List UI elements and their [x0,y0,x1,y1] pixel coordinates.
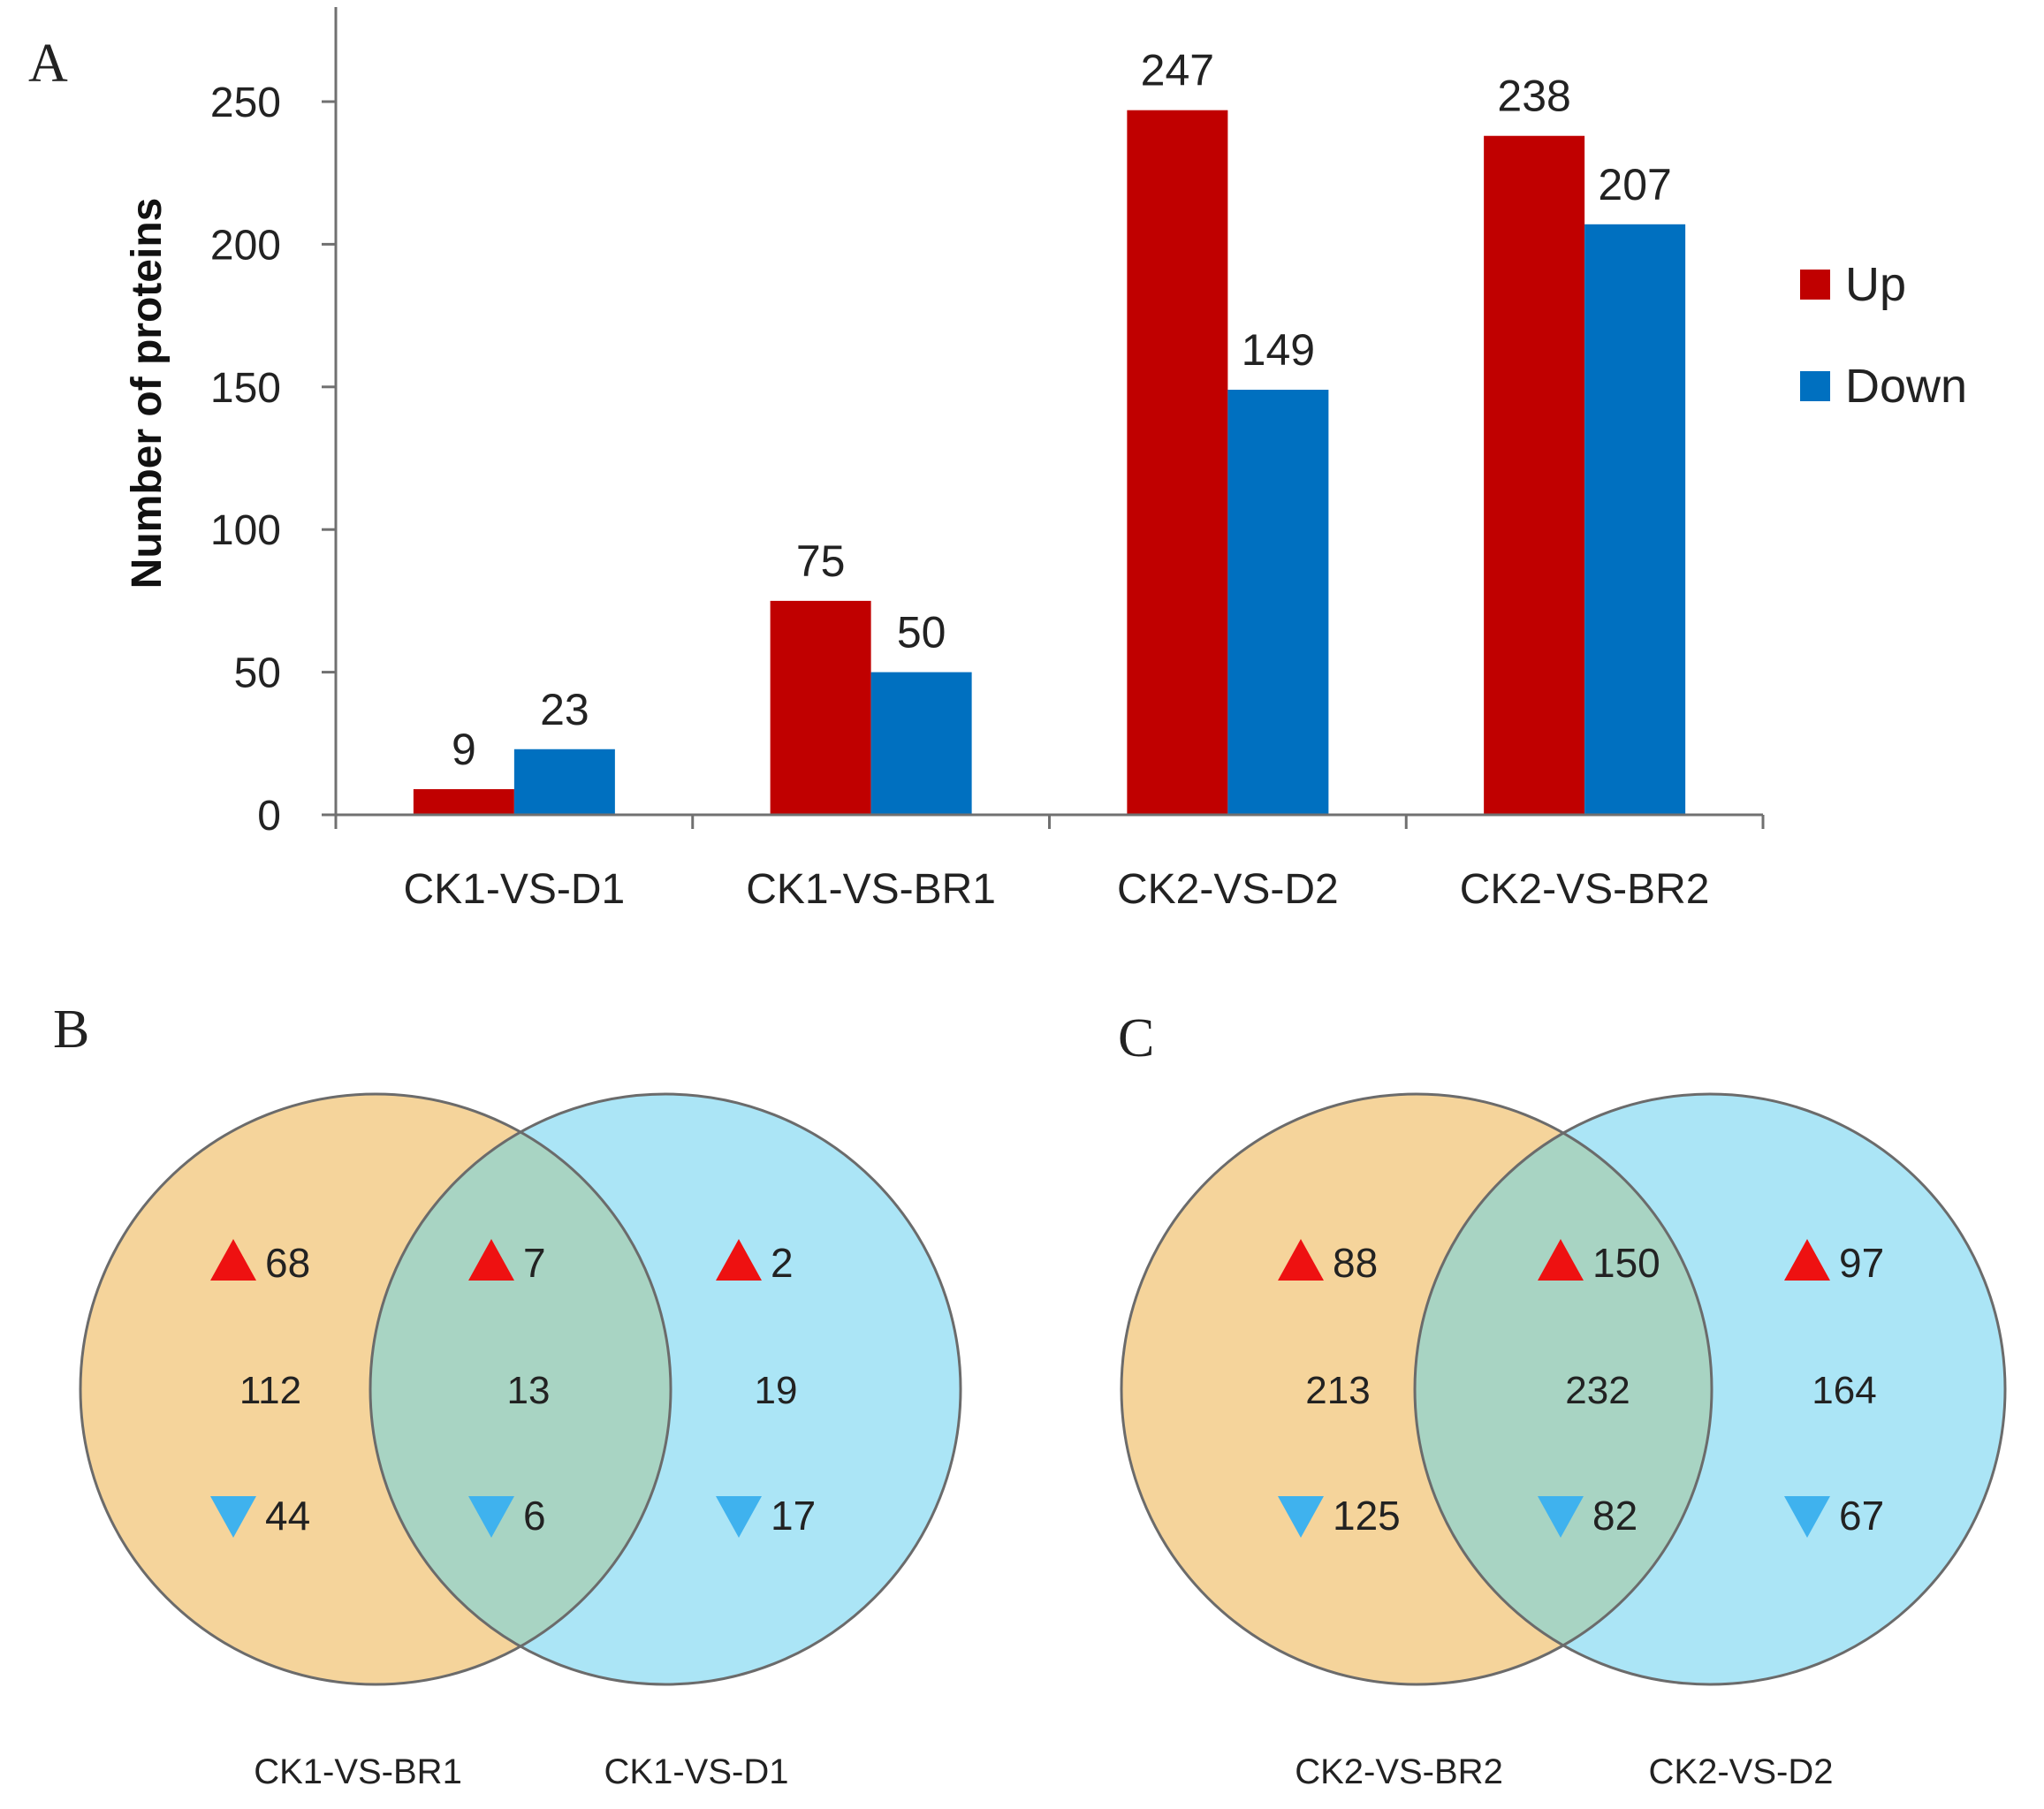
bar-down [1227,390,1329,815]
venn-down-count: 6 [523,1493,546,1539]
venn-total-count: 213 [1305,1369,1370,1412]
venn-right-outline [1413,1092,2007,1686]
venn-b: 68 112 44 7 13 6 2 19 17 CK1-VS-BR1 CK1-VS-D1 [79,1092,962,1791]
venn-total-count: 164 [1812,1369,1876,1412]
venn-up-count: 7 [523,1240,546,1286]
bar-value-label: 247 [1141,46,1214,95]
up-arrow-icon [716,1239,762,1281]
legend-label: Up [1845,258,1906,311]
bar-value-label: 9 [452,725,476,774]
y-tick-label: 150 [210,365,281,412]
venn-set-label: CK1-VS-BR1 [254,1752,462,1791]
bar-up [1127,110,1228,815]
bar-value-label: 238 [1497,72,1570,121]
y-tick-labels: 0 50 100 150 200 250 [210,80,281,840]
venn-down-count: 17 [771,1493,816,1539]
venn-set-label: CK2-VS-D2 [1649,1752,1834,1791]
bar-up [1484,135,1585,816]
y-tick-label: 50 [234,650,281,697]
venn-overlap [1415,1094,1712,1684]
y-axis-label: Number of proteins [124,198,171,589]
up-arrow-icon [1784,1239,1830,1281]
legend-label: Down [1845,360,1967,413]
down-arrow-icon [1538,1496,1584,1538]
bar-down [870,672,972,815]
y-tick-label: 250 [210,80,281,126]
up-arrow-icon [1538,1239,1584,1281]
venn-down-count: 44 [265,1493,310,1539]
x-tick-labels: CK1-VS-D1 CK1-VS-BR1 CK2-VS-D2 CK2-VS-BR2 [404,866,1710,913]
venn-left-outline [1120,1092,1713,1686]
x-tick-label: CK1-VS-D1 [404,866,626,913]
down-arrow-icon [716,1496,762,1538]
y-tick-label: 0 [257,793,281,840]
down-arrow-icon [1784,1496,1830,1538]
venn-set-label: CK1-VS-D1 [604,1752,789,1791]
venn-left-outline [79,1092,672,1686]
venn-down-count: 125 [1333,1493,1401,1539]
panel-label-b: B [53,1000,89,1060]
legend-swatch-up [1800,270,1830,300]
bar-value-label: 207 [1598,160,1671,209]
legend-swatch-down [1800,371,1830,401]
down-arrow-icon [468,1496,514,1538]
panel-label-a: A [28,34,68,94]
x-tick-label: CK2-VS-D2 [1117,866,1339,913]
venn-up-count: 2 [771,1240,794,1286]
venn-up-count: 150 [1592,1240,1660,1286]
bar-value-label: 50 [897,608,946,657]
data-labels: 9 23 75 50 247 149 238 207 [452,46,1672,774]
y-tick-label: 200 [210,222,281,269]
axes [322,7,1765,829]
up-arrow-icon [1278,1239,1324,1281]
venn-total-count: 112 [239,1369,301,1412]
venn-total-count: 19 [755,1369,798,1412]
x-tick-label: CK2-VS-BR2 [1460,866,1710,913]
venn-total-count: 232 [1565,1369,1630,1412]
venn-up-count: 68 [265,1240,310,1286]
up-arrow-icon [468,1239,514,1281]
venn-c: 88 213 125 150 232 82 97 164 67 CK2-VS-BR2 CK2-VS-… [1120,1092,2007,1791]
venn-down-count: 82 [1592,1493,1637,1539]
venn-set-label: CK2-VS-BR2 [1295,1752,1503,1791]
bar-chart: Number of proteins 0 50 100 150 200 250 9 23 75… [124,7,1967,913]
venn-up-count: 97 [1839,1240,1884,1286]
bar-up [413,788,514,815]
venn-right-outline [369,1092,962,1686]
bar-value-label: 75 [796,536,846,586]
down-arrow-icon [1278,1496,1324,1538]
legend: Up Down [1800,258,1967,413]
bars [413,110,1686,816]
bar-up [770,600,871,815]
venn-up-count: 88 [1333,1240,1378,1286]
x-tick-label: CK1-VS-BR1 [746,866,996,913]
panel-label-c: C [1118,1008,1154,1068]
venn-down-count: 67 [1839,1493,1884,1539]
venn-total-count: 13 [507,1369,551,1412]
venn-overlap [370,1094,671,1684]
bar-down [1584,224,1686,815]
bar-down [513,749,615,815]
bar-value-label: 149 [1242,325,1315,375]
bar-value-label: 23 [540,685,589,734]
y-tick-label: 100 [210,507,281,554]
down-arrow-icon [210,1496,256,1538]
up-arrow-icon [210,1239,256,1281]
